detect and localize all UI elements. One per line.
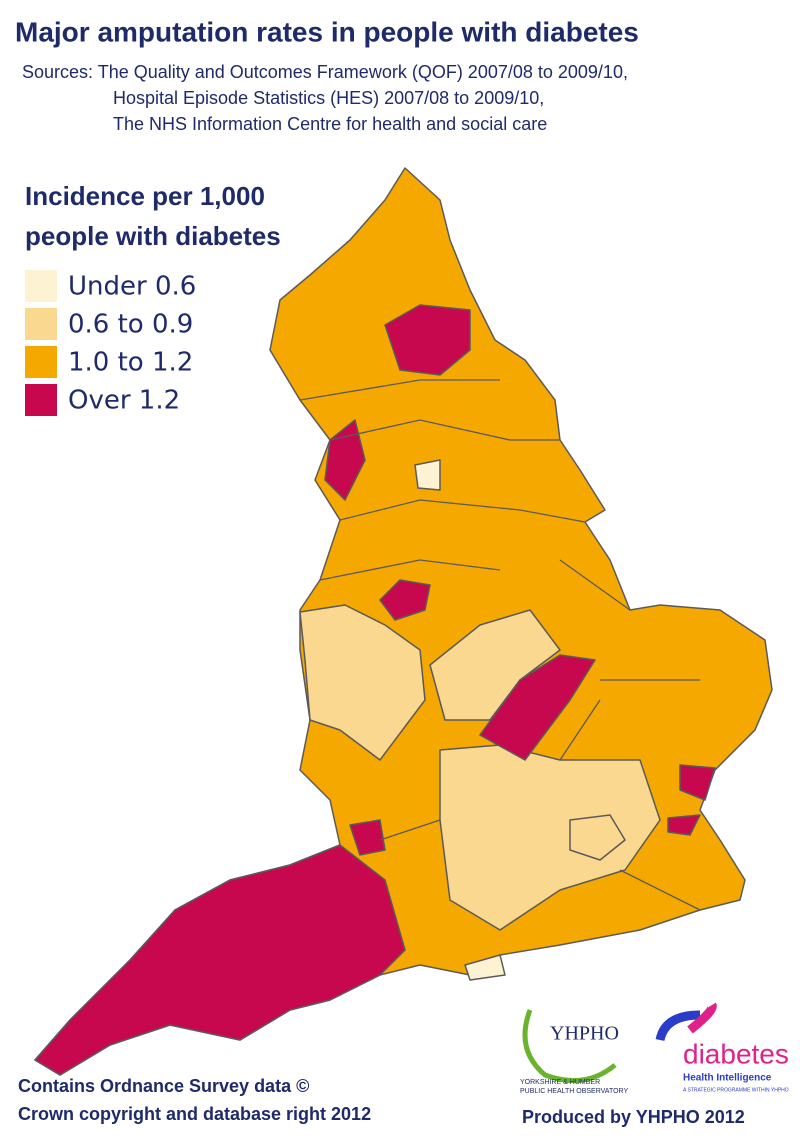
title: Major amputation rates in people with di… xyxy=(15,16,639,47)
legend-label: 0.6 to 0.9 xyxy=(68,310,193,340)
west-midlands xyxy=(299,604,426,761)
blob-east-coast xyxy=(679,764,716,801)
logo-arc xyxy=(655,1010,701,1042)
blob-mid xyxy=(379,579,431,621)
map xyxy=(34,167,773,1076)
yhpho-logo: YHPHO YORKSHIRE & HUMBER PUBLIC HEALTH O… xyxy=(520,1009,628,1095)
source-line: Hospital Episode Statistics (HES) 2007/0… xyxy=(113,88,544,108)
copyright: Crown copyright and database right 2012 xyxy=(18,1104,371,1124)
copyright: Contains Ordnance Survey data © xyxy=(18,1076,309,1096)
border xyxy=(299,379,701,911)
legend: Under 0.6 0.6 to 0.9 1.0 to 1.2 Over 1.2 xyxy=(25,270,196,416)
blob-north xyxy=(384,304,471,376)
logo-arc xyxy=(687,1002,717,1034)
blob-light-south xyxy=(464,954,506,981)
blob-thames xyxy=(667,814,701,836)
logo-sub: PUBLIC HEALTH OBSERVATORY xyxy=(520,1088,628,1095)
logo-text: diabetes xyxy=(683,1038,789,1069)
east-midlands-south xyxy=(429,609,561,721)
diabetes-logo: diabetes Health Intelligence A STRATEGIC… xyxy=(655,1002,789,1093)
logo-sub: Health Intelligence xyxy=(683,1073,772,1084)
blob-west xyxy=(349,819,386,856)
legend-title: Incidence per 1,000 xyxy=(25,181,265,211)
logo-tag: A STRATEGIC PROGRAMME WITHIN YHPHO xyxy=(683,1087,789,1093)
source-line: The NHS Information Centre for health an… xyxy=(113,114,547,134)
legend-swatch xyxy=(25,346,57,378)
legend-label: 1.0 to 1.2 xyxy=(68,348,193,378)
logo-text: YHPHO xyxy=(550,1023,619,1045)
logo-sub: YORKSHIRE & HUMBER xyxy=(520,1079,600,1086)
legend-swatch xyxy=(25,308,57,340)
south-west xyxy=(34,844,406,1076)
blob-east xyxy=(479,654,596,761)
legend-swatch xyxy=(25,270,57,302)
logo-arc xyxy=(522,1009,617,1084)
legend-title: people with diabetes xyxy=(25,221,281,251)
london xyxy=(569,814,626,861)
produced-by: Produced by YHPHO 2012 xyxy=(522,1107,745,1127)
south-central xyxy=(439,744,661,931)
legend-label: Over 1.2 xyxy=(68,386,180,416)
source-line: Sources: The Quality and Outcomes Framew… xyxy=(22,62,628,82)
blob-northwest xyxy=(324,419,366,501)
blob-light xyxy=(414,459,441,491)
england xyxy=(34,167,773,1076)
legend-label: Under 0.6 xyxy=(68,272,196,302)
legend-swatch xyxy=(25,384,57,416)
